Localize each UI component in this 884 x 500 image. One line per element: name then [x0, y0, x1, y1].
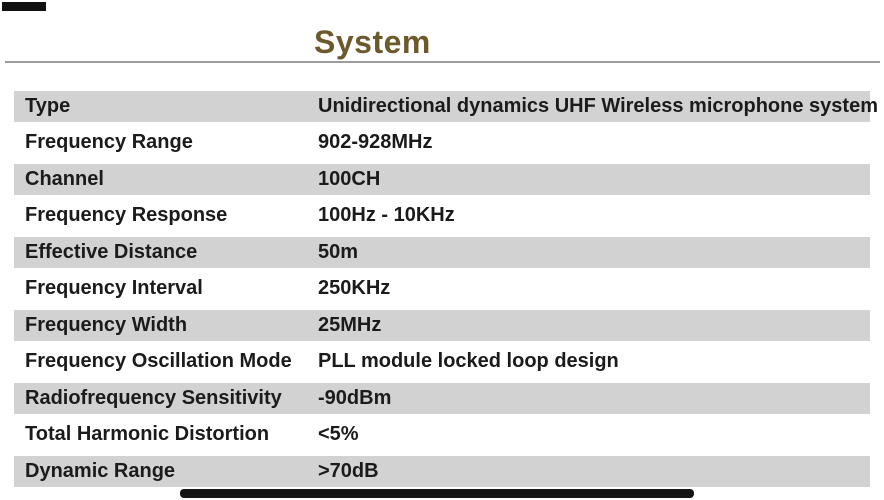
table-row: Radiofrequency Sensitivity -90dBm [14, 380, 870, 417]
table-row: Frequency Response 100Hz - 10KHz [14, 198, 870, 235]
spec-value: 250KHz [318, 277, 391, 300]
bottom-artifact-bar [180, 489, 694, 498]
spec-value: 50m [318, 240, 359, 263]
table-row: Dynamic Range >70dB [14, 453, 870, 490]
spec-value: -90dBm [318, 386, 392, 409]
table-row: Frequency Oscillation Mode PLL module lo… [14, 344, 870, 381]
spec-value: 25MHz [318, 313, 382, 336]
table-row: Effective Distance 50m [14, 234, 870, 271]
spec-value: <5% [318, 423, 359, 446]
spec-label: Radiofrequency Sensitivity [25, 386, 282, 409]
spec-value: >70dB [318, 459, 379, 482]
table-row: Type Unidirectional dynamics UHF Wireles… [14, 88, 878, 125]
spec-value: 100CH [318, 167, 381, 190]
spec-label: Dynamic Range [25, 459, 176, 482]
spec-label: Type [25, 94, 71, 117]
table-row: Frequency Width 25MHz [14, 307, 870, 344]
table-row: Frequency Range 902-928MHz [14, 125, 870, 162]
spec-label: Frequency Range [25, 131, 193, 154]
table-row: Channel 100CH [14, 161, 870, 198]
table-row: Frequency Interval 250KHz [14, 271, 870, 308]
page-title: System [314, 24, 431, 61]
spec-value: PLL module locked loop design [318, 350, 619, 373]
spec-label: Total Harmonic Distortion [25, 423, 270, 446]
top-left-artifact-bar [2, 2, 46, 11]
table-row: Total Harmonic Distortion <5% [14, 417, 870, 454]
spec-label: Frequency Response [25, 204, 228, 227]
spec-table: Type Unidirectional dynamics UHF Wireles… [0, 88, 884, 490]
spec-label: Channel [25, 167, 104, 190]
spec-value: 902-928MHz [318, 131, 433, 154]
spec-label: Frequency Interval [25, 277, 203, 300]
spec-value: Unidirectional dynamics UHF Wireless mic… [318, 94, 878, 117]
spec-label: Frequency Width [25, 313, 188, 336]
spec-label: Effective Distance [25, 240, 198, 263]
spec-label: Frequency Oscillation Mode [25, 350, 292, 373]
spec-value: 100Hz - 10KHz [318, 204, 455, 227]
title-divider-line [5, 61, 880, 63]
